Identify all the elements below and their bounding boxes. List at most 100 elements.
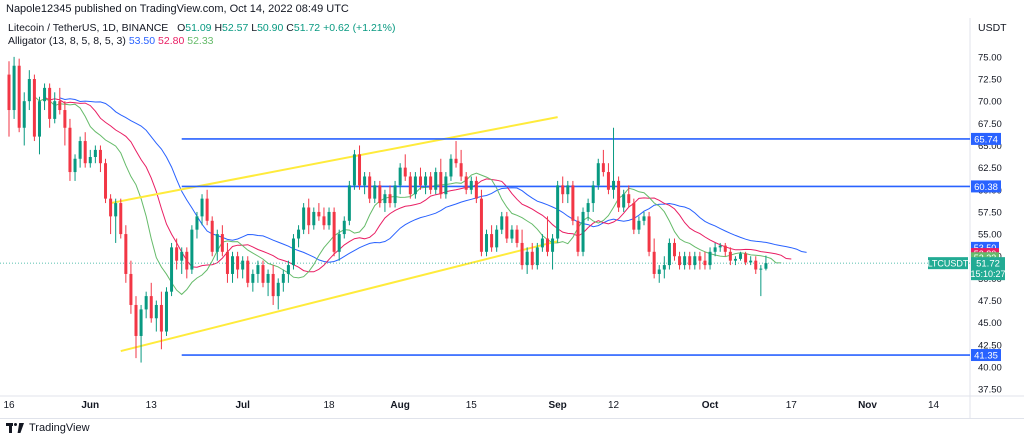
candle-body xyxy=(220,234,224,252)
candle-body xyxy=(688,256,692,266)
level-label: 60.38 xyxy=(974,182,998,193)
symbol-tag-box xyxy=(928,257,968,270)
candle-body xyxy=(342,220,346,235)
candle-body xyxy=(515,229,519,243)
last-price-label: 51.72 xyxy=(976,259,1000,270)
candle-body xyxy=(281,273,285,283)
candle-body xyxy=(297,229,301,239)
candle-body xyxy=(32,79,36,137)
candle-body xyxy=(703,260,707,266)
candle-body xyxy=(58,101,62,111)
candle-body xyxy=(439,172,443,195)
candle-body xyxy=(718,245,722,248)
candle-body xyxy=(27,79,31,102)
candle-body xyxy=(195,216,199,230)
candle-body xyxy=(657,269,661,274)
candle-body xyxy=(479,198,483,252)
price-chart[interactable]: 37.5040.0042.5045.0047.5050.0052.5055.00… xyxy=(0,0,1024,418)
candle-body xyxy=(510,229,514,239)
channel-upper-line xyxy=(110,116,558,205)
symbol-title[interactable]: Litecoin / TetherUS, 1D, BINANCE xyxy=(8,22,169,34)
footer: TradingView xyxy=(0,418,1024,439)
candle-body xyxy=(93,149,97,157)
candle-body xyxy=(383,194,387,204)
candle-body xyxy=(291,238,295,266)
candle-body xyxy=(7,74,11,111)
candle-body xyxy=(109,198,113,217)
candle-body xyxy=(373,185,377,199)
candle-body xyxy=(83,141,87,164)
candle-body xyxy=(236,256,240,270)
candle-body xyxy=(525,251,529,266)
candle-body xyxy=(175,247,179,261)
candle-body xyxy=(647,216,651,252)
level-label: 41.35 xyxy=(974,351,998,362)
price-tick-label: 42.50 xyxy=(978,340,1002,351)
countdown-label: 15:10:27 xyxy=(970,269,1005,279)
jaw-value: 53.50 xyxy=(128,35,156,47)
time-tick-label: 18 xyxy=(323,400,335,411)
candle-body xyxy=(708,251,712,266)
candle-body xyxy=(17,65,21,128)
candle-body xyxy=(449,158,453,177)
candle-body xyxy=(637,220,641,230)
candle-body xyxy=(312,211,316,226)
candle-body xyxy=(535,247,539,266)
candle-body xyxy=(561,185,565,195)
candle-body xyxy=(246,260,250,283)
time-tick-label: 15 xyxy=(466,400,478,411)
level-label-box xyxy=(971,132,1001,145)
candle-body xyxy=(591,185,595,204)
candle-body xyxy=(424,176,428,186)
candle-body xyxy=(622,194,626,208)
symbol-legend-row: Litecoin / TetherUS, 1D, BINANCE O51.09 … xyxy=(8,22,395,35)
candle-body xyxy=(266,273,270,283)
candle-body xyxy=(698,256,702,261)
close-value: 51.72 xyxy=(293,22,321,34)
candle-body xyxy=(119,203,123,235)
candle-body xyxy=(459,163,463,177)
candle-body xyxy=(485,234,489,252)
candle-body xyxy=(170,247,174,292)
level-label: 65.74 xyxy=(974,134,998,145)
candle-body xyxy=(256,265,260,274)
tradingview-logo[interactable]: TradingView xyxy=(6,422,90,434)
candle-body xyxy=(352,154,356,186)
candle-body xyxy=(413,176,417,195)
candle-body xyxy=(88,156,92,164)
price-tick-label: 37.50 xyxy=(978,385,1002,396)
candle-body xyxy=(322,216,326,226)
time-tick-label: 17 xyxy=(786,400,798,411)
candle-body xyxy=(302,207,306,230)
symbol-tag: LTCUSDT xyxy=(928,259,969,269)
alligator-jaw-line xyxy=(59,97,807,263)
low-label: L xyxy=(251,22,258,34)
candle-body xyxy=(606,172,610,190)
candle-body xyxy=(728,251,732,261)
candle-body xyxy=(337,234,341,252)
candle-body xyxy=(307,207,311,226)
candle-body xyxy=(429,176,433,190)
candle-body xyxy=(53,101,57,119)
candle-body xyxy=(617,180,621,208)
jaw-price-tag-box xyxy=(971,241,999,253)
candle-body xyxy=(241,260,245,270)
candle-body xyxy=(368,176,372,199)
candle-body xyxy=(571,185,575,221)
candle-body xyxy=(678,256,682,266)
candle-body xyxy=(586,203,590,212)
price-tick-label: 47.50 xyxy=(978,296,1002,307)
candle-body xyxy=(403,167,407,177)
candle-body xyxy=(144,296,148,310)
price-tick-label: 72.50 xyxy=(978,75,1002,86)
candle-body xyxy=(12,65,16,111)
candle-body xyxy=(713,247,717,252)
candle-body xyxy=(601,163,605,173)
time-tick-label: Nov xyxy=(858,400,877,411)
candle-body xyxy=(164,291,168,332)
candle-body xyxy=(317,211,321,217)
candle-body xyxy=(683,256,687,266)
candle-body xyxy=(63,110,67,128)
indicator-title[interactable]: Alligator (13, 8, 5, 8, 5, 3) xyxy=(8,35,126,47)
candle-body xyxy=(215,234,219,252)
